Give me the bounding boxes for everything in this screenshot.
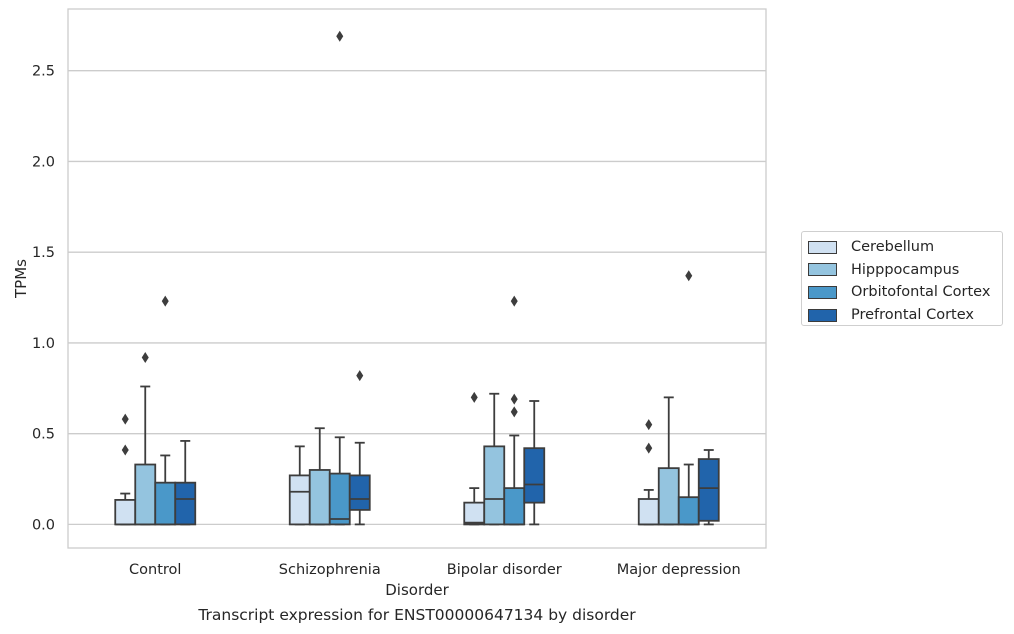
box-group [523, 400, 546, 526]
x-tick-label: Control [129, 562, 181, 578]
box-group [288, 445, 311, 526]
outlier-point [141, 351, 149, 363]
box [288, 474, 311, 526]
box-group [134, 351, 157, 526]
x-tick-label: Bipolar disorder [447, 562, 562, 578]
y-axis-label: TPMs [12, 259, 30, 299]
x-tick-label: Major depression [617, 562, 741, 578]
y-tick-label: 2.5 [32, 64, 55, 80]
legend-swatch [808, 285, 837, 299]
box [523, 447, 546, 504]
gridlines [68, 70, 766, 526]
box [328, 472, 351, 526]
outlier-point [161, 295, 169, 307]
box [697, 458, 720, 522]
outlier-point [470, 391, 478, 403]
legend-item-hippocampus: Hipppocampus [808, 259, 1002, 282]
box-group [637, 419, 660, 526]
outlier-point [510, 393, 518, 405]
plot-frame [67, 8, 767, 549]
outlier-point [356, 370, 364, 382]
box [174, 481, 197, 526]
legend-swatch [808, 240, 837, 254]
box [308, 469, 331, 526]
box-group [154, 295, 177, 526]
legend-label: Hipppocampus [851, 261, 960, 278]
outlier-point [336, 30, 344, 42]
x-axis-label: Disorder [385, 581, 449, 599]
legend-label: Prefrontal Cortex [851, 307, 974, 324]
box [657, 467, 680, 526]
legend-label: Orbitofontal Cortex [851, 284, 991, 301]
box-layer [114, 30, 720, 526]
outlier-point [645, 419, 653, 431]
outlier-point [645, 442, 653, 454]
outlier-point [121, 444, 129, 456]
box-group [348, 370, 371, 526]
box [134, 463, 157, 526]
legend-item-cerebellum: Cerebellum [808, 236, 1002, 259]
legend-swatch [808, 308, 837, 322]
y-tick-label: 2.0 [32, 154, 55, 170]
y-tick-label: 1.0 [32, 336, 55, 352]
box [114, 499, 137, 526]
box [503, 487, 526, 526]
box-group [463, 391, 486, 526]
outlier-point [121, 413, 129, 425]
box-group [697, 449, 720, 526]
y-tick-label: 0.0 [32, 517, 55, 533]
box-group [174, 440, 197, 526]
y-tick-label: 0.5 [32, 427, 55, 443]
outlier-point [510, 406, 518, 418]
y-tick-labels: 0.0 0.5 1.0 1.5 2.0 2.5 [32, 64, 55, 534]
x-tick-label: Schizophrenia [279, 562, 381, 578]
box [677, 496, 700, 526]
legend-item-orbitofrontal-cortex: Orbitofontal Cortex [808, 281, 1002, 304]
box [483, 445, 506, 526]
box-group [677, 270, 700, 526]
box-group [503, 295, 526, 526]
outlier-point [510, 295, 518, 307]
box-group [483, 392, 506, 526]
legend-item-prefrontal-cortex: Prefrontal Cortex [808, 304, 1002, 327]
box-group [328, 30, 351, 526]
box [463, 501, 486, 526]
legend-swatch [808, 263, 837, 277]
outlier-point [685, 270, 693, 282]
box [348, 474, 371, 511]
box-group [308, 427, 331, 526]
box-group [657, 396, 680, 526]
figure-caption: Transcript expression for ENST0000064713… [198, 606, 636, 624]
legend: Cerebellum Hipppocampus Orbitofontal Cor… [801, 231, 1003, 326]
legend-label: Cerebellum [851, 239, 935, 256]
x-tick-labels: Control Schizophrenia Bipolar disorder Majo… [129, 562, 741, 578]
box-group [114, 413, 137, 526]
y-tick-label: 1.5 [32, 245, 55, 261]
box [637, 498, 660, 526]
box [154, 481, 177, 526]
